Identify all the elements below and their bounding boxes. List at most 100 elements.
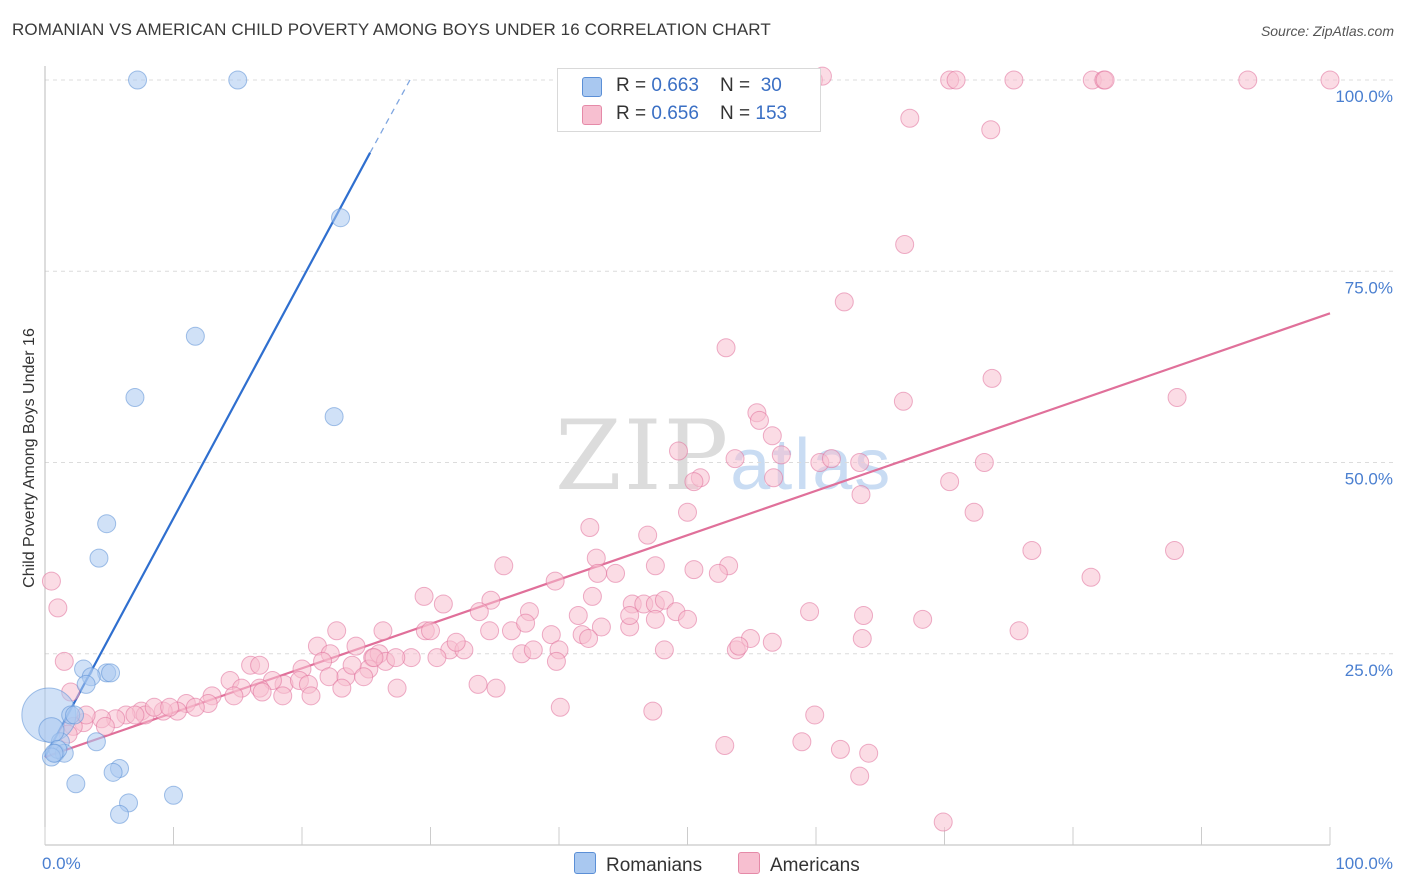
x-tick-label: 100.0%	[1335, 854, 1393, 873]
romanian-point	[331, 208, 351, 228]
american-point	[568, 606, 588, 625]
romanian-point	[44, 743, 64, 763]
american-point	[588, 563, 608, 583]
n-label: N =	[720, 103, 756, 124]
american-point	[580, 518, 600, 538]
american-point	[964, 502, 984, 522]
american-point	[800, 602, 820, 622]
bottom-legend-romanians: Romanians	[574, 852, 702, 877]
american-point	[433, 594, 453, 614]
american-point	[582, 586, 602, 606]
american-point	[933, 812, 953, 832]
y-tick-label: 75.0%	[1345, 278, 1393, 297]
american-point	[913, 609, 933, 629]
american-point	[852, 628, 872, 648]
american-point	[486, 678, 506, 698]
american-point	[762, 632, 782, 652]
american-point	[185, 697, 205, 717]
american-point	[469, 602, 489, 622]
american-point	[606, 563, 626, 583]
american-point	[550, 697, 570, 717]
r-value: 0.663	[651, 75, 699, 96]
american-point	[1081, 567, 1101, 587]
american-point	[54, 651, 74, 671]
american-point	[850, 453, 870, 472]
american-point	[805, 705, 825, 725]
romanian-point	[101, 663, 121, 683]
american-point	[764, 468, 784, 488]
american-point	[446, 632, 466, 652]
american-point	[638, 525, 658, 545]
american-point	[982, 368, 1002, 388]
y-tick-label: 50.0%	[1345, 470, 1393, 489]
american-point	[427, 648, 447, 668]
romanian-trend-extension	[369, 79, 411, 153]
american-point	[250, 655, 270, 675]
romanian-point	[86, 732, 106, 752]
american-point	[940, 472, 960, 492]
american-point	[523, 640, 543, 660]
american-point	[1238, 70, 1258, 90]
american-point	[725, 449, 745, 469]
correlation-legend: R = 0.663 N = 30 R = 0.656 N = 153	[557, 68, 821, 132]
american-point	[468, 674, 488, 694]
american-point	[620, 606, 640, 625]
american-point	[387, 678, 407, 698]
american-point	[684, 560, 704, 580]
american-point	[346, 636, 366, 656]
american-point	[762, 426, 782, 446]
romanian-point	[89, 548, 109, 568]
american-point	[708, 563, 728, 583]
chart-title: ROMANIAN VS AMERICAN CHILD POVERTY AMONG…	[12, 20, 771, 39]
romanian-point	[110, 804, 130, 824]
american-point	[749, 410, 769, 430]
american-point	[716, 338, 736, 358]
american-point	[364, 648, 384, 668]
romanian-point	[324, 407, 344, 427]
american-point	[1009, 621, 1029, 641]
american-point	[850, 766, 870, 786]
american-point	[771, 445, 791, 465]
american-point	[981, 120, 1001, 140]
american-point	[342, 655, 362, 675]
american-point	[678, 609, 697, 629]
x-tick-label: 0.0%	[42, 854, 81, 873]
american-point	[494, 556, 514, 576]
american-point	[414, 586, 434, 606]
american-point	[669, 441, 689, 461]
romanian-point	[164, 785, 183, 805]
american-point	[373, 621, 393, 641]
american-point	[645, 609, 665, 629]
axes	[44, 66, 1331, 846]
trend-lines	[44, 79, 1331, 759]
american-point	[545, 571, 565, 591]
y-tick-label: 25.0%	[1345, 661, 1393, 680]
american-point	[319, 667, 339, 687]
tick-labels: 25.0% 50.0% 75.0% 100.0% 0.0% 100.0%	[42, 87, 1393, 873]
legend-swatch-romanians	[582, 77, 602, 97]
american-point	[854, 606, 874, 625]
american-point	[792, 732, 812, 752]
r-label: R =	[616, 75, 652, 96]
american-point	[1165, 540, 1185, 560]
american-point	[224, 686, 244, 706]
american-point	[252, 682, 272, 702]
american-point	[1022, 540, 1042, 560]
american-point	[654, 590, 674, 610]
n-value: 153	[755, 103, 788, 124]
bottom-label-americans: Americans	[770, 855, 860, 876]
american-point	[301, 686, 321, 706]
american-point	[900, 108, 920, 128]
american-point	[95, 716, 115, 736]
american-point	[715, 736, 735, 756]
american-point	[974, 453, 994, 472]
american-point	[1320, 70, 1340, 90]
bottom-swatch-americans	[738, 852, 760, 874]
american-point	[895, 234, 915, 254]
american-point	[1095, 70, 1115, 90]
y-tick-label: 100.0%	[1335, 87, 1393, 106]
watermark-zip: ZIP	[555, 400, 731, 512]
american-point	[273, 686, 293, 706]
american-point	[821, 449, 841, 469]
